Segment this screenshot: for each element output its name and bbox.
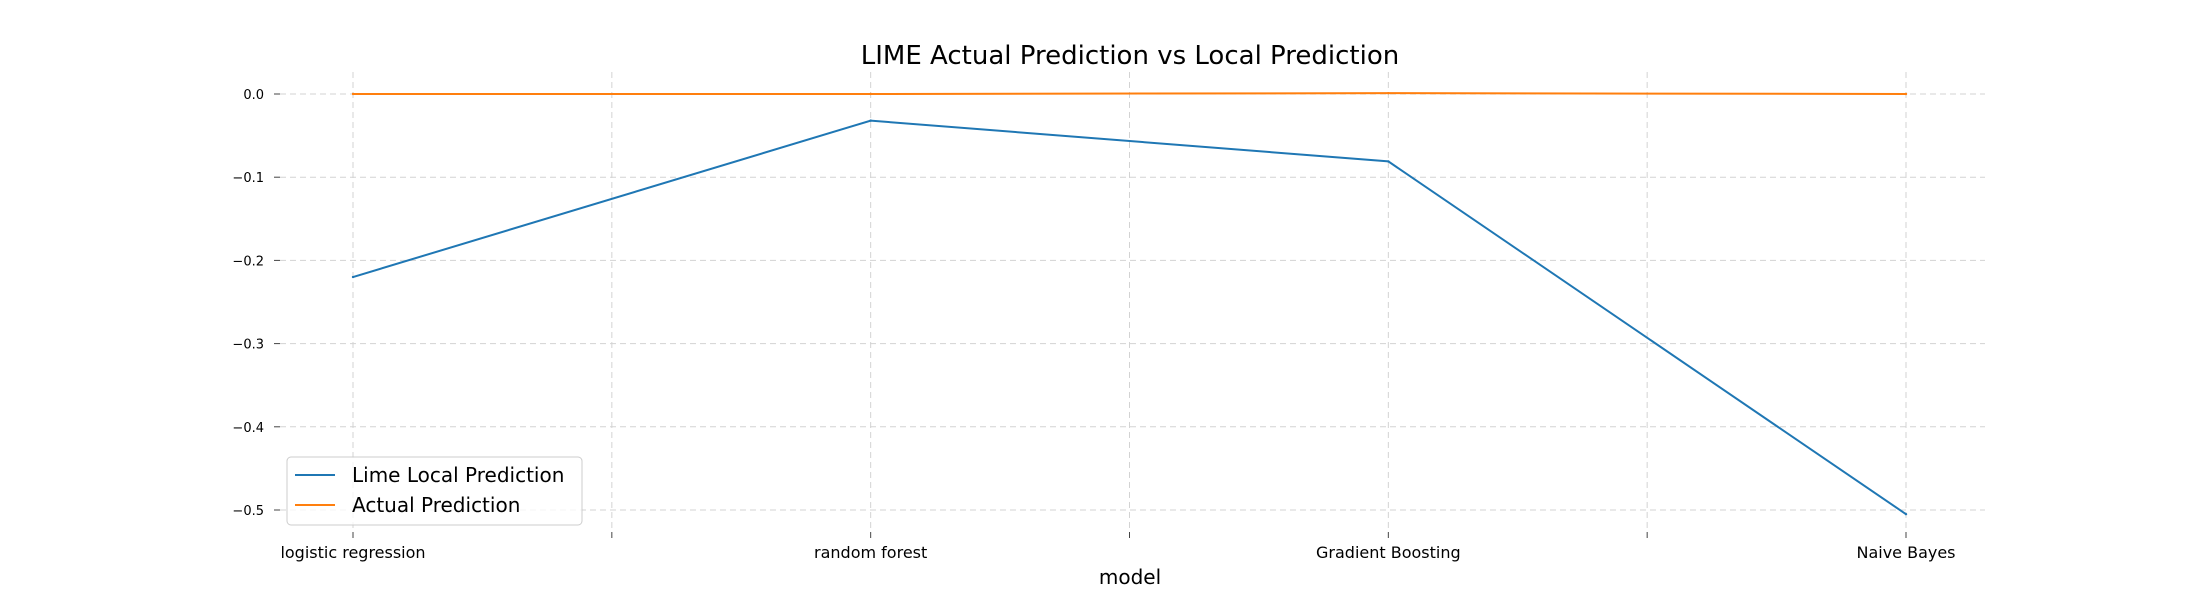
data-point [1387, 160, 1390, 163]
data-point [1387, 91, 1390, 95]
x-tick-label: random forest [814, 543, 927, 562]
y-tick-label: 0.0 [243, 88, 264, 103]
data-point [1904, 512, 1908, 516]
y-tick-label: −0.1 [232, 171, 264, 186]
x-axis-label: model [1099, 565, 1161, 589]
y-tick-label: −0.5 [232, 504, 264, 519]
chart-title: LIME Actual Prediction vs Local Predicti… [861, 41, 1399, 71]
series-line-actual-prediction [353, 92, 1907, 95]
data-point [351, 275, 355, 279]
y-tick-label: −0.2 [232, 254, 264, 269]
data-point [869, 119, 872, 122]
series-layer [351, 91, 1908, 516]
x-tick-label: logistic regression [280, 543, 425, 562]
legend: Lime Local Prediction Actual Prediction [286, 456, 583, 526]
legend-box [286, 456, 583, 526]
legend-label-lime-local: Lime Local Prediction [352, 463, 564, 487]
legend-label-actual: Actual Prediction [352, 493, 520, 517]
data-point [1904, 92, 1908, 96]
x-tick-label: Gradient Boosting [1316, 543, 1461, 562]
data-point [351, 92, 355, 96]
y-tick-label: −0.4 [232, 421, 264, 436]
axis-ticks: 0.0 −0.1 −0.2 −0.3 −0.4 −0.5 logistic regressi… [232, 88, 1955, 562]
series-line-lime-local-prediction [352, 119, 1907, 515]
data-point [869, 92, 872, 96]
y-tick-label: −0.3 [232, 338, 264, 353]
x-tick-label: Naive Bayes [1856, 543, 1955, 562]
